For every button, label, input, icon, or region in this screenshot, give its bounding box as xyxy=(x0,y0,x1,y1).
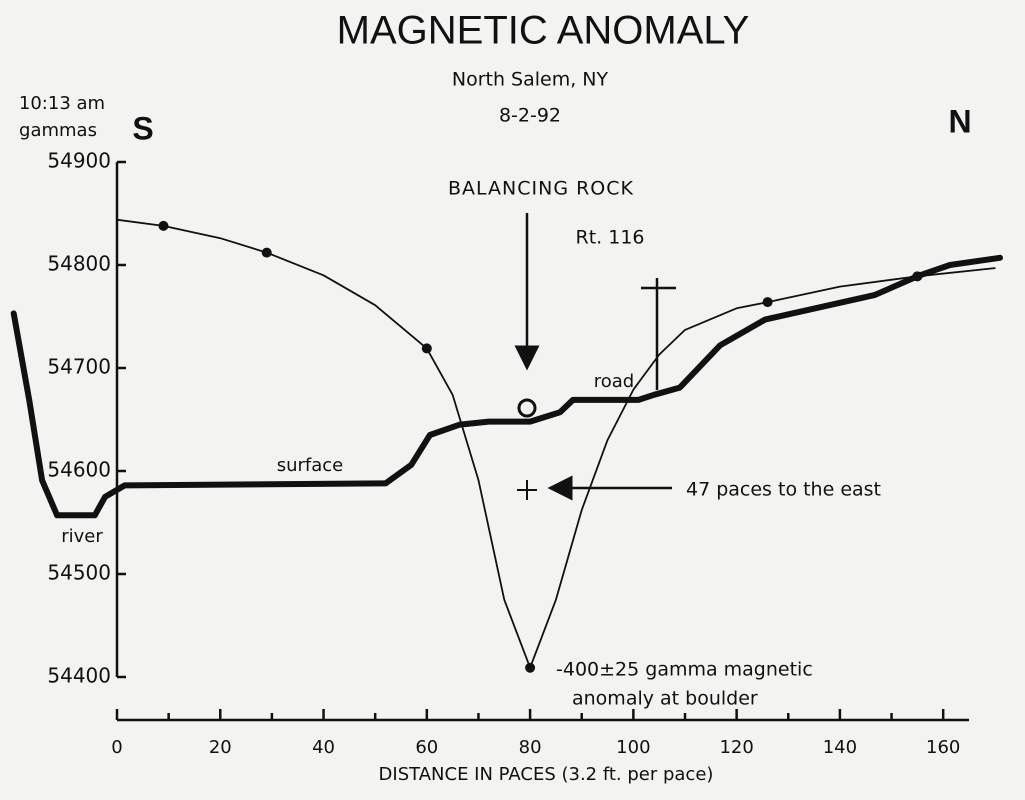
rock-marker xyxy=(517,398,537,418)
anomaly-line xyxy=(116,218,996,669)
data-point xyxy=(421,343,432,354)
y-tick-label: 54600 xyxy=(47,458,111,482)
y-tick-label: 54800 xyxy=(47,252,111,276)
x-tick-label: 140 xyxy=(823,737,857,758)
y-tick-label: 54900 xyxy=(47,149,111,173)
data-point xyxy=(762,297,773,308)
x-tick-label: 60 xyxy=(415,737,438,758)
plus-marker xyxy=(517,480,537,500)
time: 10:13 am xyxy=(19,93,105,114)
y-tick-label: 54500 xyxy=(47,561,111,585)
annotation: BALANCING ROCK xyxy=(448,178,634,200)
x-tick-label: 20 xyxy=(209,737,232,758)
x-tick-label: 160 xyxy=(926,737,960,758)
date: 8-2-92 xyxy=(499,105,561,127)
y-tick-label: 54400 xyxy=(47,664,111,688)
road-sign xyxy=(641,278,676,390)
x-tick-label: 120 xyxy=(719,737,753,758)
x-tick-label: 80 xyxy=(519,737,542,758)
y-axis-label: gammas xyxy=(19,120,97,141)
annotation: anomaly at boulder xyxy=(572,688,758,710)
direction-s: S xyxy=(132,110,153,146)
annotation: surface xyxy=(277,455,344,476)
data-point xyxy=(525,662,536,673)
y-tick-label: 54700 xyxy=(47,355,111,379)
data-point xyxy=(261,247,272,258)
x-axis-label: DISTANCE IN PACES (3.2 ft. per pace) xyxy=(379,764,714,785)
annotation: 47 paces to the east xyxy=(686,479,881,501)
x-tick-label: 0 xyxy=(111,737,122,758)
annotation: -400±25 gamma magnetic xyxy=(556,659,813,681)
direction-n: N xyxy=(948,103,971,139)
annotation: road xyxy=(594,371,634,392)
surface-line xyxy=(10,254,1003,519)
data-point xyxy=(158,220,169,231)
x-tick-label: 100 xyxy=(616,737,650,758)
x-tick-label: 40 xyxy=(312,737,335,758)
annotation: Rt. 116 xyxy=(576,227,645,249)
chart-title: MAGNETIC ANOMALY xyxy=(337,9,750,53)
annotation: river xyxy=(61,526,103,547)
subtitle: North Salem, NY xyxy=(452,69,609,91)
